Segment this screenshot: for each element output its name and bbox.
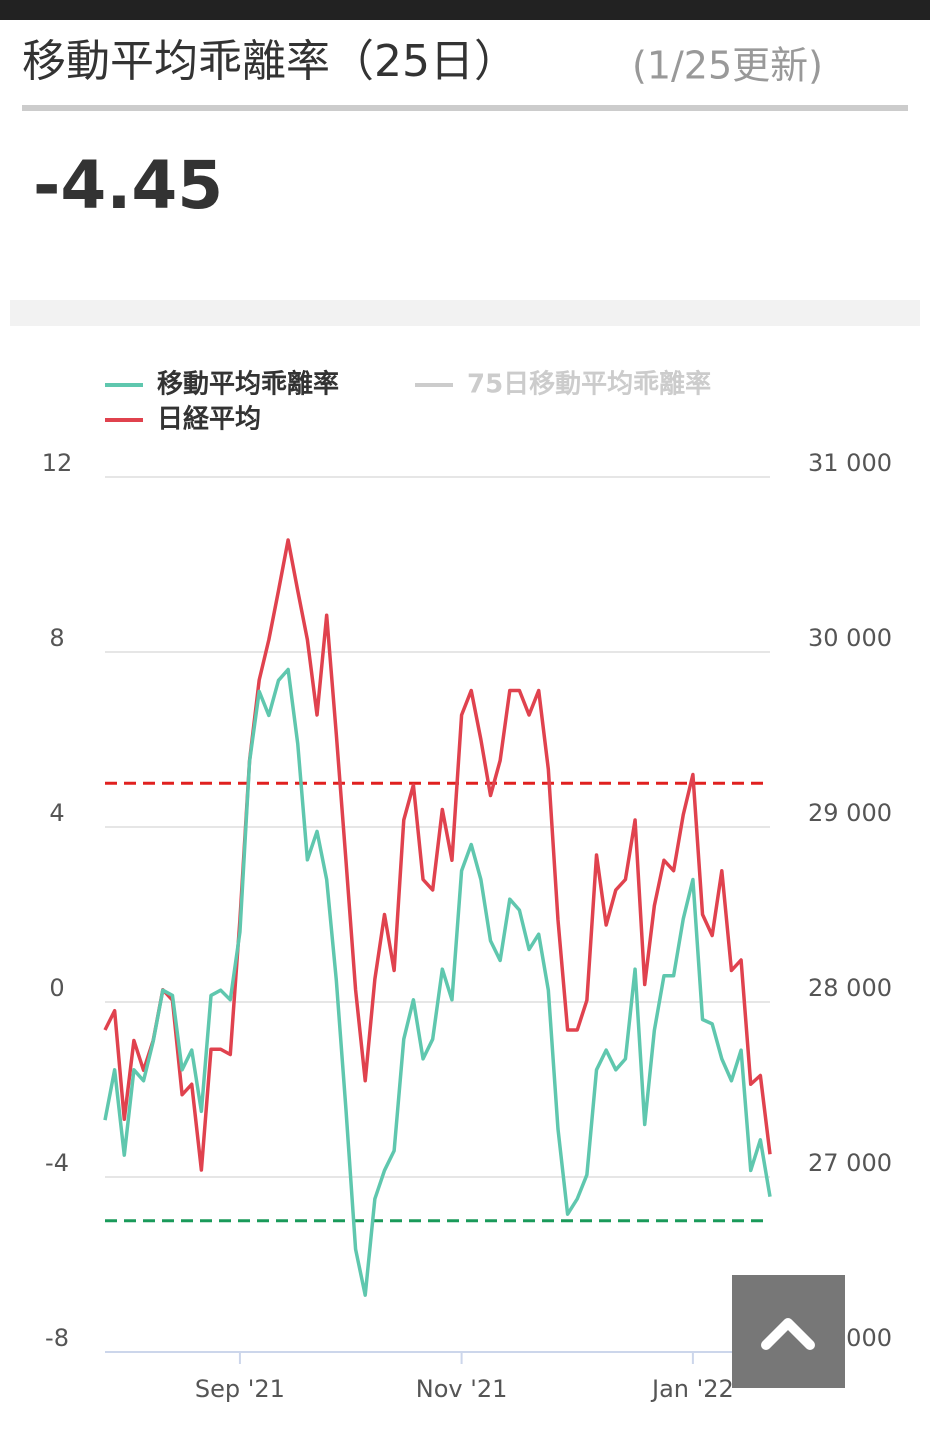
- top-bar: [0, 0, 930, 20]
- series-line: [103, 538, 772, 1172]
- legend-label: 75日移動平均乖離率: [467, 369, 711, 400]
- y-tick-label: -8: [45, 1324, 69, 1352]
- series-line: [103, 667, 772, 1297]
- updated: (1/25更新): [632, 44, 823, 88]
- y-tick-label: 0: [49, 974, 64, 1002]
- y2-tick-label: 28 000: [808, 974, 892, 1002]
- legend-label: 日経平均: [157, 404, 261, 435]
- y2-tick-label: 30 000: [808, 624, 892, 652]
- chart-card: [10, 326, 920, 1448]
- y-tick-label: -4: [45, 1149, 69, 1177]
- y2-tick-label: 27 000: [808, 1149, 892, 1177]
- x-tick-label: Jan '22: [650, 1375, 734, 1403]
- scroll-top-button[interactable]: [732, 1275, 845, 1388]
- y-tick-label: 8: [49, 624, 64, 652]
- y-tick-label: 4: [49, 799, 64, 827]
- y2-tick-label: 31 000: [808, 449, 892, 477]
- button-bg[interactable]: [732, 1275, 845, 1388]
- chevron[interactable]: [761, 1318, 815, 1350]
- separator: [10, 300, 920, 326]
- x-tick-label: Sep '21: [195, 1375, 285, 1403]
- title-rule: [22, 105, 908, 111]
- y-tick-label: 12: [42, 449, 73, 477]
- title: 移動平均乖離率（25日）: [22, 36, 518, 87]
- current-value: -4.45: [33, 147, 223, 224]
- x-tick-label: Nov '21: [416, 1375, 508, 1403]
- legend-label: 移動平均乖離率: [157, 369, 339, 400]
- y2-tick-label: 29 000: [808, 799, 892, 827]
